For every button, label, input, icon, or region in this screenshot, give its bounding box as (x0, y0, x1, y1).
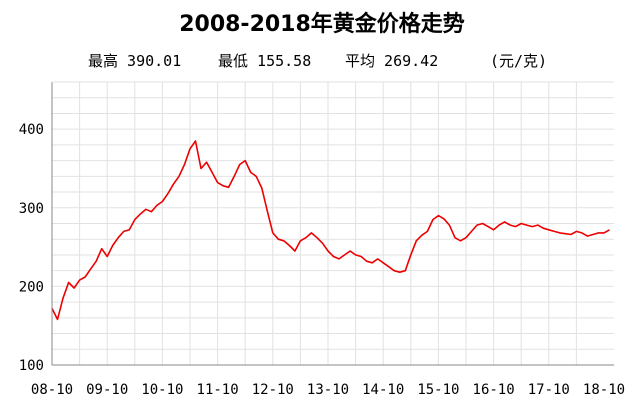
y-tick-label: 400 (19, 122, 44, 138)
max-stat: 最高 390.01 (88, 50, 181, 71)
y-tick-label: 200 (19, 279, 44, 295)
axis-ticks: 100 200 300 400 08-10 09-10 10-10 11-10 12-10 13-… (19, 122, 625, 398)
x-tick-label: 09-10 (86, 382, 128, 398)
series-line (51, 140, 610, 321)
plot-frame (51, 81, 614, 366)
series-layer (51, 140, 610, 321)
x-tick-label: 11-10 (197, 382, 239, 398)
y-tick-label: 100 (19, 358, 44, 374)
min-value: 155.58 (257, 52, 312, 70)
chart-title: 2008-2018年黄金价格走势 (179, 12, 465, 37)
x-tick-label: 16-10 (473, 382, 515, 398)
avg-value: 269.42 (384, 52, 439, 70)
price-stats: 最高 390.01 最低 155.58 平均 269.42 (元/克) (0, 50, 644, 72)
min-stat: 最低 155.58 (218, 50, 311, 71)
max-value: 390.01 (127, 52, 182, 70)
x-tick-label: 08-10 (31, 382, 73, 398)
x-tick-label: 12-10 (252, 382, 294, 398)
x-tick-label: 15-10 (417, 382, 459, 398)
max-label: 最高 (88, 52, 119, 70)
x-tick-label: 14-10 (362, 382, 404, 398)
x-tick-label: 10-10 (141, 382, 183, 398)
x-tick-label: 13-10 (307, 382, 349, 398)
unit-label: (元/克) (490, 52, 548, 70)
x-tick-label: 18-10 (583, 382, 625, 398)
grid (52, 82, 614, 365)
avg-label: 平均 (345, 52, 376, 70)
x-tick-label: 17-10 (528, 382, 570, 398)
min-label: 最低 (218, 52, 249, 70)
y-tick-label: 300 (19, 201, 44, 217)
avg-stat: 平均 269.42 (345, 50, 438, 71)
